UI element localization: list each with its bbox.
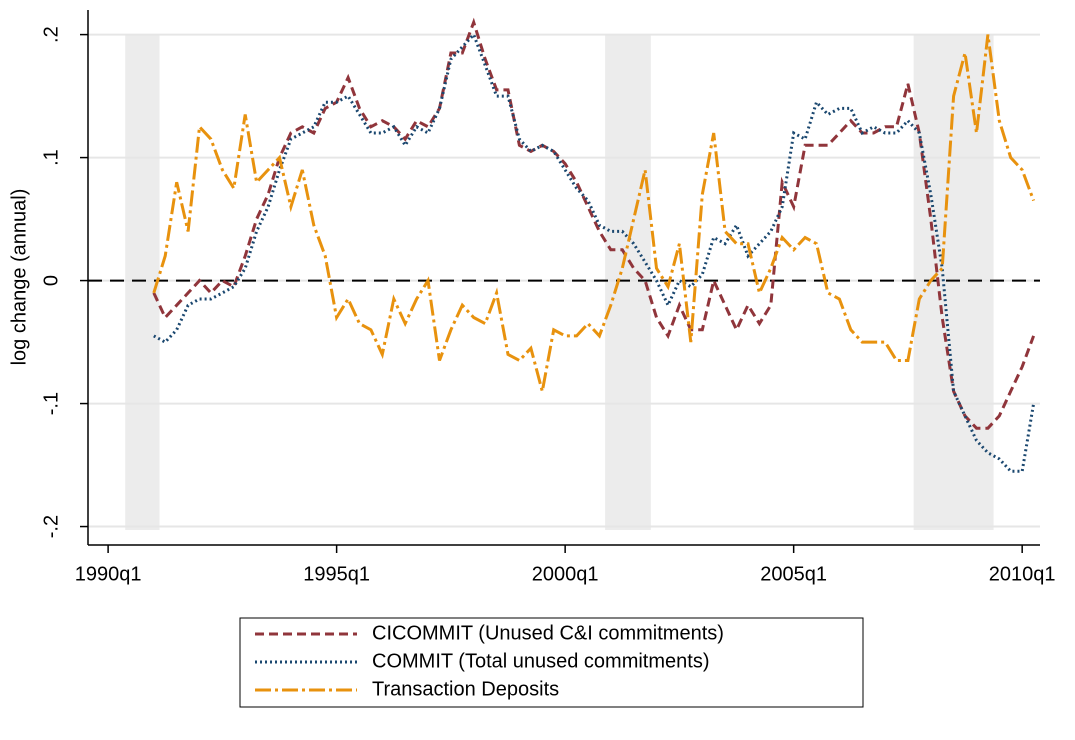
y-tick-label: 0 bbox=[40, 275, 62, 286]
legend-label: COMMIT (Total unused commitments) bbox=[372, 650, 710, 672]
series-line bbox=[152, 17, 1036, 430]
recession-band bbox=[125, 35, 160, 530]
x-tick-label: 1990q1 bbox=[75, 563, 142, 585]
legend-label: CICOMMIT (Unused C&I commitments) bbox=[372, 622, 724, 644]
x-tick-label: 2000q1 bbox=[532, 563, 599, 585]
legend-label: Transaction Deposits bbox=[372, 678, 559, 700]
x-tick-label: 1995q1 bbox=[303, 563, 370, 585]
y-tick-label: -.1 bbox=[40, 392, 62, 415]
x-tick-label: 2005q1 bbox=[760, 563, 827, 585]
y-axis-label: log change (annual) bbox=[8, 189, 30, 366]
series-line bbox=[153, 31, 1036, 473]
series-line bbox=[152, 34, 1036, 392]
y-tick-label: .1 bbox=[40, 149, 62, 166]
y-tick-label: -.2 bbox=[40, 515, 62, 538]
y-tick-label: .2 bbox=[40, 26, 62, 43]
x-tick-label: 2010q1 bbox=[989, 563, 1056, 585]
recession-band bbox=[605, 35, 651, 530]
